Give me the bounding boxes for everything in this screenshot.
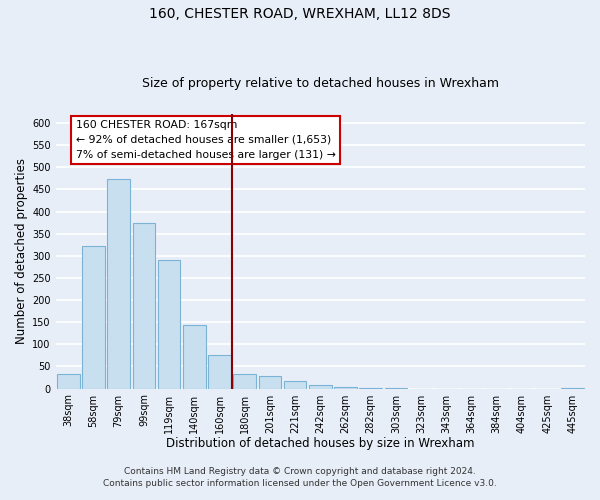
Bar	[107, 179, 130, 388]
Bar	[208, 356, 231, 388]
X-axis label: Distribution of detached houses by size in Wrexham: Distribution of detached houses by size …	[166, 437, 475, 450]
Bar	[259, 376, 281, 388]
Bar	[233, 374, 256, 388]
Bar	[284, 380, 307, 388]
Bar	[82, 246, 105, 388]
Bar	[133, 223, 155, 388]
Text: 160, CHESTER ROAD, WREXHAM, LL12 8DS: 160, CHESTER ROAD, WREXHAM, LL12 8DS	[149, 8, 451, 22]
Bar	[57, 374, 80, 388]
Bar	[183, 325, 206, 388]
Bar	[158, 260, 181, 388]
Bar	[309, 385, 332, 388]
Text: 160 CHESTER ROAD: 167sqm
← 92% of detached houses are smaller (1,653)
7% of semi: 160 CHESTER ROAD: 167sqm ← 92% of detach…	[76, 120, 335, 160]
Text: Contains HM Land Registry data © Crown copyright and database right 2024.
Contai: Contains HM Land Registry data © Crown c…	[103, 466, 497, 487]
Y-axis label: Number of detached properties: Number of detached properties	[15, 158, 28, 344]
Title: Size of property relative to detached houses in Wrexham: Size of property relative to detached ho…	[142, 76, 499, 90]
